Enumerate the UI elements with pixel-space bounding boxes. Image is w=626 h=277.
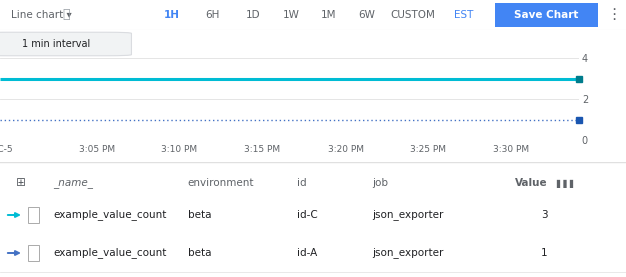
Text: 1 min interval: 1 min interval [22,39,91,49]
Text: ⋮: ⋮ [607,7,622,22]
Text: 1W: 1W [283,10,299,20]
Text: beta: beta [188,248,212,258]
Text: job: job [372,178,389,188]
Text: 6W: 6W [358,10,374,20]
Text: ▐▐▐: ▐▐▐ [551,178,573,188]
Text: 3:25 PM: 3:25 PM [411,145,446,155]
Text: ⌕: ⌕ [62,9,69,22]
Text: environment: environment [188,178,254,188]
FancyBboxPatch shape [0,32,131,56]
Text: _name_: _name_ [53,178,93,188]
Text: 1H: 1H [164,10,180,20]
Text: Save Chart: Save Chart [514,10,578,20]
Text: example_value_count: example_value_count [53,209,167,220]
Text: Line chart ▾: Line chart ▾ [11,10,72,20]
Text: beta: beta [188,210,212,220]
Text: UTC-5: UTC-5 [0,145,13,155]
Text: id: id [297,178,307,188]
Text: Value: Value [515,178,548,188]
Text: 3:15 PM: 3:15 PM [244,145,280,155]
Text: 1D: 1D [246,10,261,20]
FancyBboxPatch shape [28,245,39,261]
Text: CUSTOM: CUSTOM [391,10,436,20]
Text: 1: 1 [541,248,548,258]
Text: 6H: 6H [206,10,220,20]
Text: 3:30 PM: 3:30 PM [493,145,530,155]
FancyBboxPatch shape [486,1,606,29]
Text: 3:05 PM: 3:05 PM [79,145,115,155]
Text: 3:20 PM: 3:20 PM [327,145,364,155]
Text: ⊞: ⊞ [16,176,26,189]
Text: 3:10 PM: 3:10 PM [162,145,198,155]
Text: json_exporter: json_exporter [372,248,444,258]
FancyBboxPatch shape [28,207,39,223]
Text: id-A: id-A [297,248,317,258]
Text: 3: 3 [541,210,548,220]
Text: json_exporter: json_exporter [372,209,444,220]
Text: EST: EST [454,10,473,20]
Text: id-C: id-C [297,210,318,220]
Text: example_value_count: example_value_count [53,248,167,258]
Text: 1M: 1M [321,10,336,20]
